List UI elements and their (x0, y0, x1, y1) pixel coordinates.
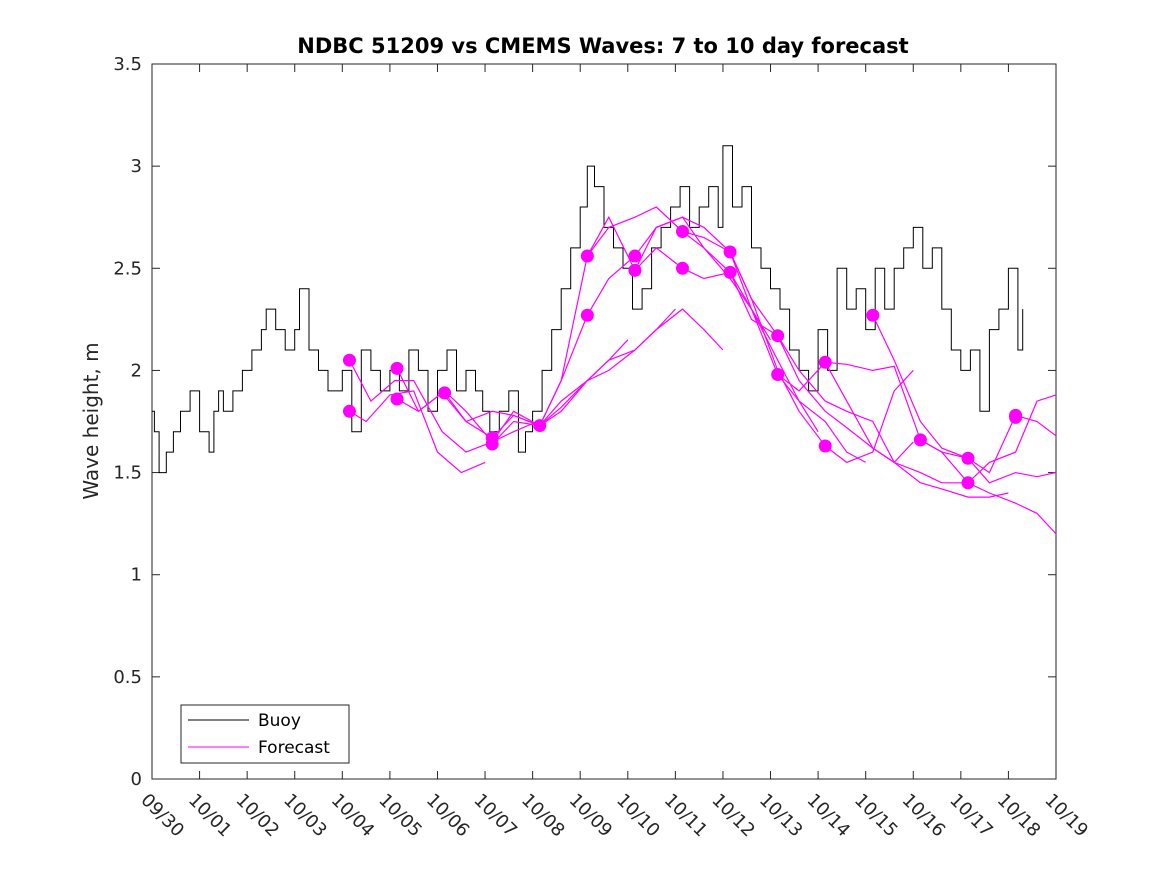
forecast-marker (771, 368, 785, 382)
forecast-marker (961, 476, 975, 490)
y-tick-label: 2 (131, 360, 142, 381)
forecast-marker (913, 433, 927, 447)
y-tick-label: 1.5 (113, 463, 142, 484)
forecast-marker (1009, 410, 1023, 424)
forecast-marker (628, 263, 642, 277)
chart-title: NDBC 51209 vs CMEMS Waves: 7 to 10 day f… (297, 34, 908, 58)
forecast-marker (342, 404, 356, 418)
y-tick-label: 0 (131, 769, 142, 790)
legend-forecast-label: Forecast (258, 738, 330, 758)
forecast-marker (771, 329, 785, 343)
forecast-line (682, 230, 914, 464)
forecast-marker (866, 308, 880, 322)
forecast-line (349, 390, 486, 474)
forecast-marker (485, 437, 499, 451)
axes-frame (151, 63, 1057, 780)
forecast-marker (961, 451, 975, 465)
forecast-line (824, 362, 1057, 535)
y-tick-label: 3 (131, 156, 142, 177)
y-tick-label: 0.5 (113, 667, 142, 688)
forecast-line (920, 394, 1057, 484)
forecast-marker (438, 386, 452, 400)
forecast-marker (390, 392, 404, 406)
forecast-line (348, 359, 538, 453)
y-axis-label: Wave height, m (79, 342, 103, 499)
forecast-marker (818, 355, 832, 369)
forecast-marker (533, 419, 547, 433)
y-tick-label: 3.5 (113, 54, 142, 75)
y-tick-label: 1 (131, 565, 142, 586)
forecast-marker (676, 225, 690, 239)
forecast-marker (818, 439, 832, 453)
forecast-marker (580, 249, 594, 263)
forecast-marker (676, 261, 690, 275)
legend-box (180, 704, 350, 764)
forecast-marker (390, 361, 404, 375)
forecast-marker (628, 249, 642, 263)
forecast-marker (342, 353, 356, 367)
forecast-marker (723, 265, 737, 279)
legend: Buoy Forecast (180, 704, 350, 764)
legend-buoy-label: Buoy (258, 711, 301, 731)
forecast-marker (723, 245, 737, 259)
y-tick-label: 2.5 (113, 258, 142, 279)
forecast-line (444, 308, 724, 427)
forecast-marker (580, 308, 594, 322)
